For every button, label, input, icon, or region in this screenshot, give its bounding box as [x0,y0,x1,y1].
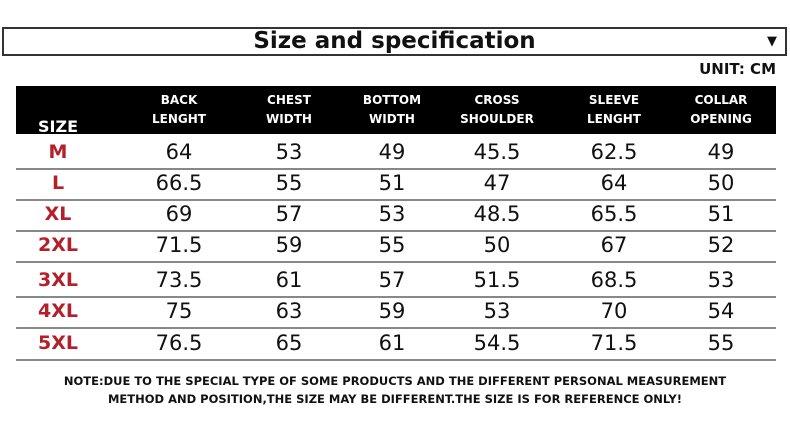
table-cell: 73.5 [155,268,203,292]
table-row: L 66.5 55 51 47 64 50 [16,168,776,201]
table-cell: 54.5 [473,331,521,355]
header-text: COLLAR [694,93,748,107]
column-header: SLEEVE LENGHT [587,86,641,134]
table-header: SIZE BACK LENGHT CHEST WIDTH BOTTOM WIDTH CROSS… [16,86,776,136]
table-cell: 69 [165,202,193,226]
table-cell: 65 [275,331,303,355]
table-cell: 71.5 [590,331,638,355]
size-label: 5XL [38,332,78,354]
table-cell: 49 [378,140,406,164]
page-title: Size and specification [253,28,536,54]
table-cell: 75 [165,299,193,323]
title-bar: Size and specification ▼ [2,27,787,56]
table-cell: 71.5 [155,233,203,257]
table-cell: 67 [600,233,628,257]
column-header: CHEST WIDTH [266,86,312,134]
table-cell: 61 [378,331,406,355]
table-cell: 68.5 [590,268,638,292]
table-cell: 61 [275,268,303,292]
size-label: M [48,141,68,163]
table-cell: 51 [707,202,735,226]
note: NOTE:DUE TO THE SPECIAL TYPE OF SOME PRO… [0,372,790,408]
header-text: WIDTH [266,112,312,126]
table-cell: 64 [600,171,628,195]
header-text: SLEEVE [588,93,640,107]
triangle-down-icon[interactable]: ▼ [767,34,777,49]
table-cell: 55 [275,171,303,195]
size-label: 2XL [38,234,78,256]
table-cell: 51.5 [473,268,521,292]
header-text: OPENING [690,112,752,126]
table-cell: 55 [707,331,735,355]
table-cell: 53 [483,299,511,323]
table-cell: 59 [275,233,303,257]
unit-label: UNIT: CM [699,60,776,78]
table-cell: 45.5 [473,140,521,164]
header-text: BOTTOM [362,93,422,107]
header-text: BACK [160,93,198,107]
size-label: XL [44,203,72,225]
table-cell: 53 [275,140,303,164]
table-cell: 64 [165,140,193,164]
header-text: LENGHT [587,112,641,126]
table-cell: 47 [483,171,511,195]
table-cell: 70 [600,299,628,323]
table-cell: 65.5 [590,202,638,226]
header-text: SHOULDER [460,112,534,126]
size-label: 3XL [38,269,78,291]
column-header: SIZE [38,86,78,150]
note-line-2: METHOD AND POSITION,THE SIZE MAY BE DIFF… [107,392,683,406]
header-text: SIZE [37,116,79,136]
header-text: WIDTH [369,112,415,126]
table-cell: 53 [378,202,406,226]
table-row: XL 69 57 53 48.5 65.5 51 [16,199,776,232]
table-cell: 59 [378,299,406,323]
header-text: LENGHT [152,112,206,126]
table-row: 5XL 76.5 65 61 54.5 71.5 55 [16,328,776,361]
table-cell: 51 [378,171,406,195]
table-row: 2XL 71.5 59 55 50 67 52 [16,230,776,263]
table-cell: 49 [707,140,735,164]
table-cell: 50 [707,171,735,195]
table-cell: 53 [707,268,735,292]
column-header: COLLAR OPENING [690,86,752,134]
table-row: M 64 53 49 45.5 62.5 49 [16,137,776,170]
header-text: CROSS [474,93,520,107]
table-cell: 55 [378,233,406,257]
table-cell: 62.5 [590,140,638,164]
size-label: 4XL [38,300,78,322]
size-label: L [51,172,65,194]
table-row: 3XL 73.5 61 57 51.5 68.5 53 [16,265,776,298]
table-cell: 48.5 [473,202,521,226]
table-cell: 66.5 [155,171,203,195]
table-cell: 57 [275,202,303,226]
column-header: BACK LENGHT [152,86,206,134]
table-cell: 54 [707,299,735,323]
table-row: 4XL 75 63 59 53 70 54 [16,296,776,329]
table-cell: 76.5 [155,331,203,355]
header-text: CHEST [267,93,311,107]
column-header: CROSS SHOULDER [460,86,534,134]
table-cell: 50 [483,233,511,257]
table-cell: 57 [378,268,406,292]
column-header: BOTTOM WIDTH [363,86,421,134]
table-cell: 52 [707,233,735,257]
note-line-1: NOTE:DUE TO THE SPECIAL TYPE OF SOME PRO… [63,374,727,388]
table-cell: 63 [275,299,303,323]
